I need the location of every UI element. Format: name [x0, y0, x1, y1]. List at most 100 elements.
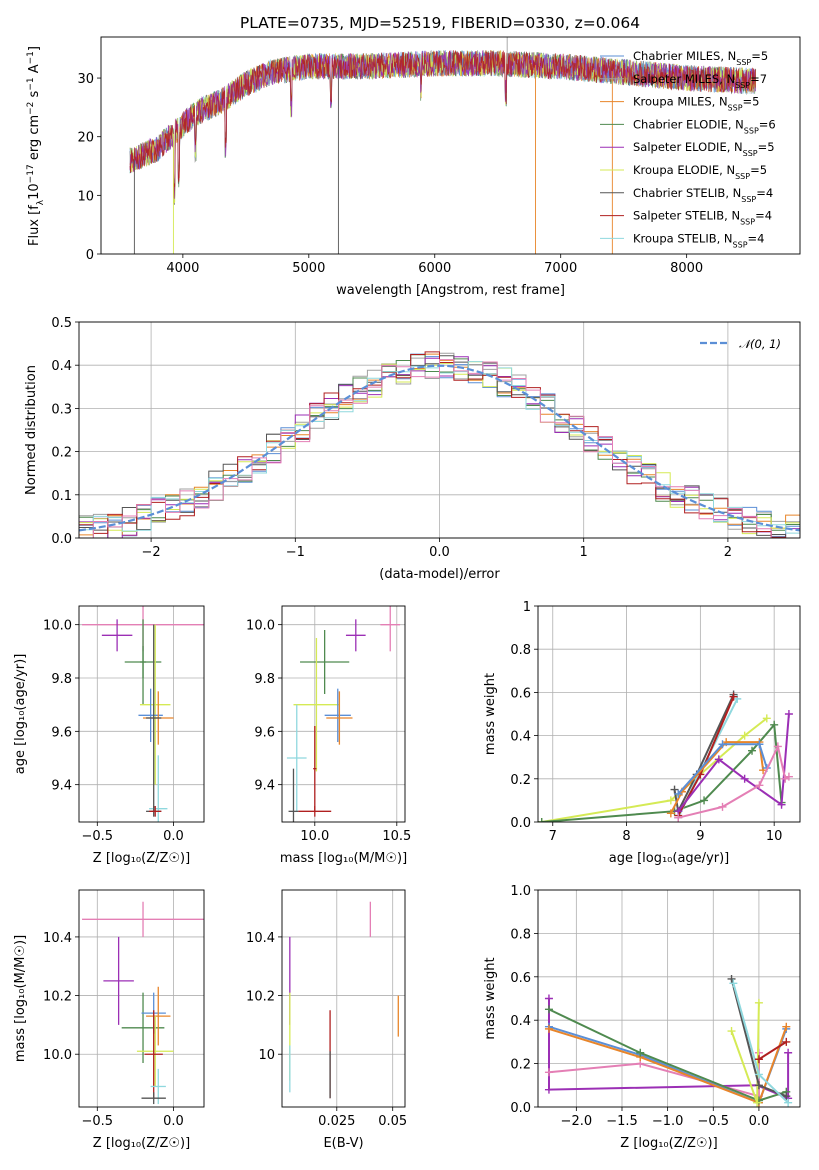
weight_vs_age-marker	[674, 813, 683, 822]
residuals-xtick-label: 0.0	[429, 545, 450, 560]
residuals-xtick-label: −1	[286, 545, 305, 560]
weight_vs_Z-series-salpeter_stelib	[758, 1041, 787, 1061]
residuals-ytick-label: 0.2	[51, 446, 72, 461]
residuals-xtick-label: 2	[724, 545, 732, 560]
mass_vs_Z-xlabel: Z [log₁₀(Z/Z☉)]	[93, 1136, 190, 1151]
weight_vs_Z-marker	[782, 1092, 791, 1101]
residuals-ytick-label: 0.4	[51, 359, 72, 374]
weight_vs_age-xtick-label: 8	[622, 829, 630, 844]
weight_vs_age-marker	[770, 720, 779, 729]
weight_vs_Z-marker	[754, 998, 763, 1007]
mass_vs_ebv-xtick-label: 0.05	[378, 1114, 407, 1129]
spectrum-ytick-label: 10	[77, 189, 94, 204]
age_vs_mass-ytick-label: 9.4	[254, 779, 275, 794]
weight_vs_age-marker	[538, 818, 546, 822]
age_vs_mass-xtick-label: 10.5	[382, 829, 411, 844]
weight_vs_Z-marker	[754, 1055, 763, 1064]
weight_vs_Z-marker	[754, 1070, 763, 1079]
weight_vs_age-frame	[537, 605, 801, 823]
weight_vs_age-series-salpeter_elodie	[677, 713, 790, 812]
age_vs_mass-ytick-label: 9.6	[254, 725, 275, 740]
age_vs_Z-ytick-label: 10.0	[43, 619, 72, 634]
mass_vs_Z-ytick-label: 10.4	[43, 931, 72, 946]
age_vs_Z-xtick-label: −0.5	[82, 829, 114, 844]
residuals-ytick-label: 0.0	[51, 532, 72, 547]
spectrum-legend-label: Chabrier ELODIE, NSSP=6	[633, 117, 776, 135]
weight_vs_Z-marker	[544, 1024, 553, 1033]
spectrum-legend-label: Kroupa STELIB, NSSP=4	[633, 231, 764, 249]
weight_vs_Z-plot-area	[544, 974, 793, 1107]
spectrum-xtick-label: 4000	[166, 261, 199, 276]
mass_vs_ebv-panel: 0.025 0.05 10 10.2 10.4 E(B-V)	[246, 889, 407, 1151]
weight_vs_Z-xtick-label: −0.5	[697, 1114, 729, 1129]
residuals-ytick-label: 0.3	[51, 402, 72, 417]
weight_vs_Z-marker	[544, 1005, 553, 1014]
weight_vs_age-marker	[784, 710, 793, 718]
mass_vs_Z-frame	[78, 889, 205, 1108]
weight_vs_age-xlabel: age [log₁₀(age/yr)]	[609, 851, 730, 866]
spectrum-xlabel: wavelength [Angstrom, rest frame]	[336, 283, 565, 298]
weight_vs_Z-xlabel: Z [log₁₀(Z/Z☉)]	[620, 1136, 717, 1151]
mass_vs_Z-ytick-label: 10.2	[43, 990, 72, 1005]
weight_vs_age-ytick-label: 0.0	[510, 816, 531, 831]
mass_vs_Z-xtick-label: 0.0	[163, 1114, 184, 1129]
weight_vs_age-series-chabrier_elodie	[541, 722, 783, 822]
spectrum-legend-label: Salpeter ELODIE, NSSP=5	[633, 140, 775, 158]
mass_vs_ebv-ytick-label: 10.2	[246, 990, 275, 1005]
residuals-ytick-label: 0.5	[51, 316, 72, 331]
age_vs_mass-panel: 10.0 10.5 9.4 9.6 9.8 10.0 mass [log₁₀(M/M☉)]	[246, 605, 411, 866]
weight_vs_age-series-chabrier_miles	[677, 743, 768, 795]
spectrum-series-salpeter_stelib	[129, 50, 757, 199]
spectrum-plot-area	[129, 37, 757, 254]
weight_vs_Z-marker	[544, 1085, 553, 1094]
weight_vs_Z-marker	[782, 1022, 791, 1031]
age_vs_Z-ytick-label: 9.8	[51, 672, 72, 687]
weight_vs_age-marker	[718, 802, 727, 811]
residuals-normal-curve	[79, 364, 800, 532]
residuals-xtick-label: 1	[580, 545, 588, 560]
spectrum-ytick-label: 0	[86, 248, 94, 263]
age_vs_Z-plot-area	[82, 606, 204, 822]
weight_vs_Z-ytick-label: 0.0	[510, 1101, 531, 1116]
spectrum-legend-label: Kroupa MILES, NSSP=5	[633, 95, 759, 113]
weight_vs_age-ytick-label: 0.6	[510, 686, 531, 701]
spectrum-legend-label: Kroupa ELODIE, NSSP=5	[633, 163, 767, 181]
weight_vs_age-ytick-label: 0.8	[510, 643, 531, 658]
age_vs_Z-ylabel: age [log₁₀(age/yr)]	[13, 654, 28, 775]
weight_vs_age-marker	[700, 796, 709, 805]
weight_vs_Z-marker	[753, 1098, 762, 1107]
weight_vs_Z-marker	[544, 1068, 553, 1077]
weight_vs_Z-xtick-label: −1.0	[652, 1114, 684, 1129]
spectrum-frame	[100, 36, 801, 255]
weight_vs_age-marker	[762, 714, 771, 723]
weight_vs_Z-marker	[727, 974, 736, 983]
weight_vs_age-marker	[740, 774, 749, 783]
residuals-hist-salpeter_stelib	[79, 351, 800, 538]
age_vs_mass-frame	[281, 605, 406, 823]
weight_vs_age-marker	[755, 781, 764, 790]
age_vs_mass-plot-area	[286, 606, 401, 822]
weight_vs_age-ylabel: mass weight	[483, 673, 498, 755]
weight_vs_Z-marker	[784, 1048, 793, 1057]
spectrum-ylabel: Flux [fλ10−17 erg cm−2 s−1 A−1]	[26, 46, 46, 246]
residuals-frame	[78, 321, 801, 539]
spectrum-ytick-label: 20	[77, 131, 94, 146]
mass_vs_ebv-xlabel: E(B-V)	[323, 1136, 363, 1151]
spectrum-xtick-label: 6000	[418, 261, 451, 276]
weight_vs_age-ytick-label: 0.4	[510, 730, 531, 745]
weight_vs_age-marker	[714, 755, 723, 764]
weight_vs_age-marker	[666, 809, 675, 818]
age_vs_Z-frame	[78, 605, 205, 823]
age_vs_Z-ytick-label: 9.4	[51, 779, 72, 794]
weight_vs_age-marker	[674, 789, 683, 798]
weight_vs_Z-xtick-label: −1.5	[606, 1114, 638, 1129]
weight_vs_Z-frame	[537, 889, 801, 1108]
weight_vs_Z-marker	[782, 1037, 791, 1046]
mass_vs_Z-ylabel: mass [log₁₀(M/M☉)]	[13, 935, 28, 1062]
residuals-ylabel: Normed distribution	[24, 365, 39, 495]
weight_vs_age-marker	[748, 746, 757, 755]
weight_vs_age-marker	[670, 785, 679, 794]
weight_vs_Z-marker	[636, 1048, 645, 1057]
age_vs_Z-panel: −0.5 0.0 9.4 9.6 9.8 10.0 Z [log₁₀(Z/Z☉)] age […	[13, 605, 205, 866]
spectrum-legend-label: Salpeter STELIB, NSSP=4	[633, 209, 772, 227]
